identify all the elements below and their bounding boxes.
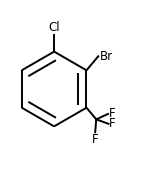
Text: Cl: Cl — [48, 21, 60, 34]
Text: Br: Br — [100, 50, 113, 63]
Text: F: F — [109, 107, 116, 120]
Text: F: F — [109, 117, 116, 130]
Text: F: F — [92, 133, 98, 146]
